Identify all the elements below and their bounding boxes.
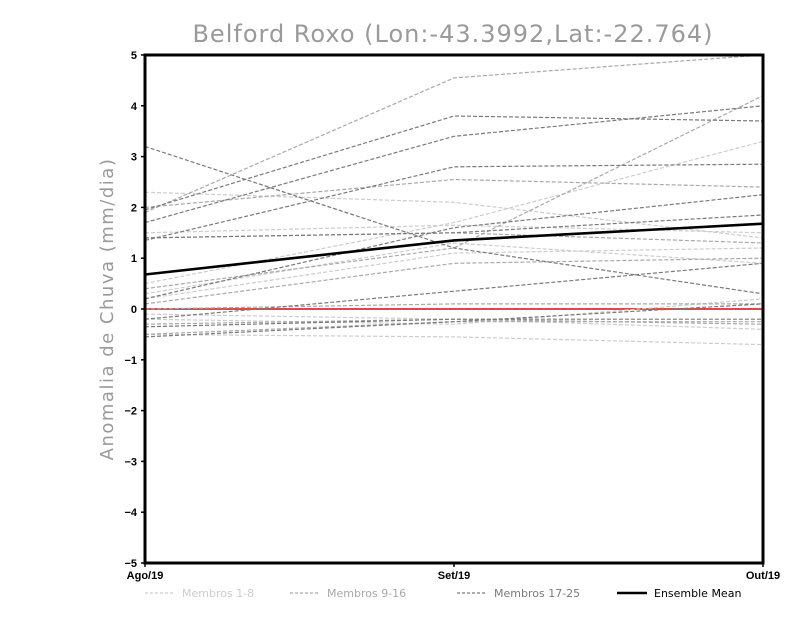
- series-line-25: [145, 214, 763, 239]
- x-tick-label: Set/19: [438, 570, 470, 582]
- y-tick-label: 0: [131, 304, 137, 316]
- y-tick-label: 2: [131, 202, 137, 214]
- legend-label: Ensemble Mean: [654, 587, 741, 600]
- ensemble-mean-line: [145, 222, 763, 276]
- series-line-13: [145, 257, 763, 305]
- series-line-10: [145, 95, 763, 290]
- series-line-11: [145, 178, 763, 208]
- series-line-15: [145, 303, 763, 310]
- legend: Membros 1-8 Membros 9-16 Membros 17-25 Ense…: [145, 587, 741, 600]
- series-line-24: [145, 318, 763, 328]
- series-line-3: [145, 242, 763, 295]
- y-tick-label: 1: [131, 253, 137, 265]
- y-tick-label: −2: [124, 406, 137, 418]
- series-line-21: [145, 194, 763, 300]
- series-line-1: [145, 191, 763, 239]
- y-tick-label: −3: [124, 456, 137, 468]
- series-line-2: [145, 140, 763, 285]
- legend-label: Membros 1-8: [182, 587, 254, 600]
- legend-label: Membros 17-25: [494, 587, 580, 600]
- series-line-23: [145, 303, 763, 338]
- series-line-6: [145, 333, 763, 346]
- y-axis-label: Anomalia de Chuva (mm/dia): [97, 158, 118, 461]
- y-tick-label: 4: [131, 101, 138, 113]
- series-layer: [145, 55, 763, 346]
- y-axis: −5 −4 −3 −2 −1 0 1 2 3 4 5: [124, 50, 145, 570]
- series-line-8: [145, 298, 763, 325]
- y-tick-label: −5: [124, 558, 137, 570]
- series-line-7: [145, 224, 763, 234]
- series-line-20: [145, 163, 763, 241]
- legend-label: Membros 9-16: [327, 587, 406, 600]
- series-line-19: [145, 105, 763, 224]
- series-line-22: [145, 262, 763, 320]
- x-tick-label: Out/19: [746, 570, 780, 582]
- x-axis: Ago/19 Set/19 Out/19: [127, 563, 780, 582]
- y-tick-label: −4: [124, 507, 137, 519]
- x-tick-label: Ago/19: [127, 570, 164, 582]
- series-line-18: [145, 115, 763, 211]
- series-line-17: [145, 145, 763, 295]
- y-tick-label: −1: [124, 355, 137, 367]
- chart-title: Belford Roxo (Lon:-43.3992,Lat:-22.764): [192, 20, 713, 48]
- series-line-4: [145, 247, 763, 300]
- y-tick-label: 5: [131, 50, 137, 62]
- y-tick-label: 3: [131, 152, 137, 164]
- series-line-9: [145, 55, 763, 214]
